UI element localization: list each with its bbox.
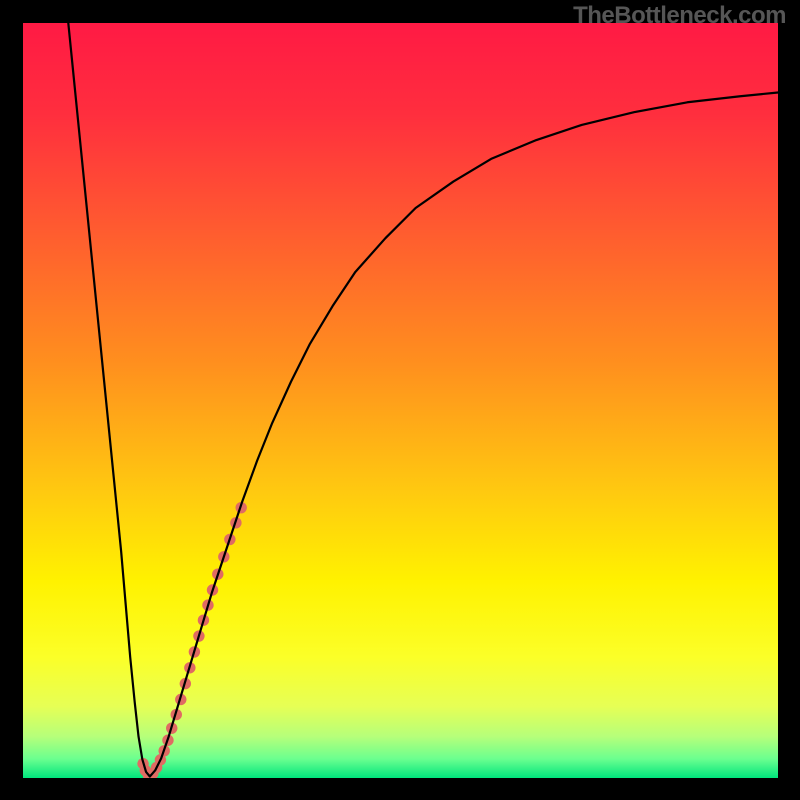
gradient-background [23,23,778,778]
plot-area [23,23,778,778]
plot-svg [23,23,778,778]
chart-container: TheBottleneck.com [0,0,800,800]
source-watermark: TheBottleneck.com [573,2,786,30]
